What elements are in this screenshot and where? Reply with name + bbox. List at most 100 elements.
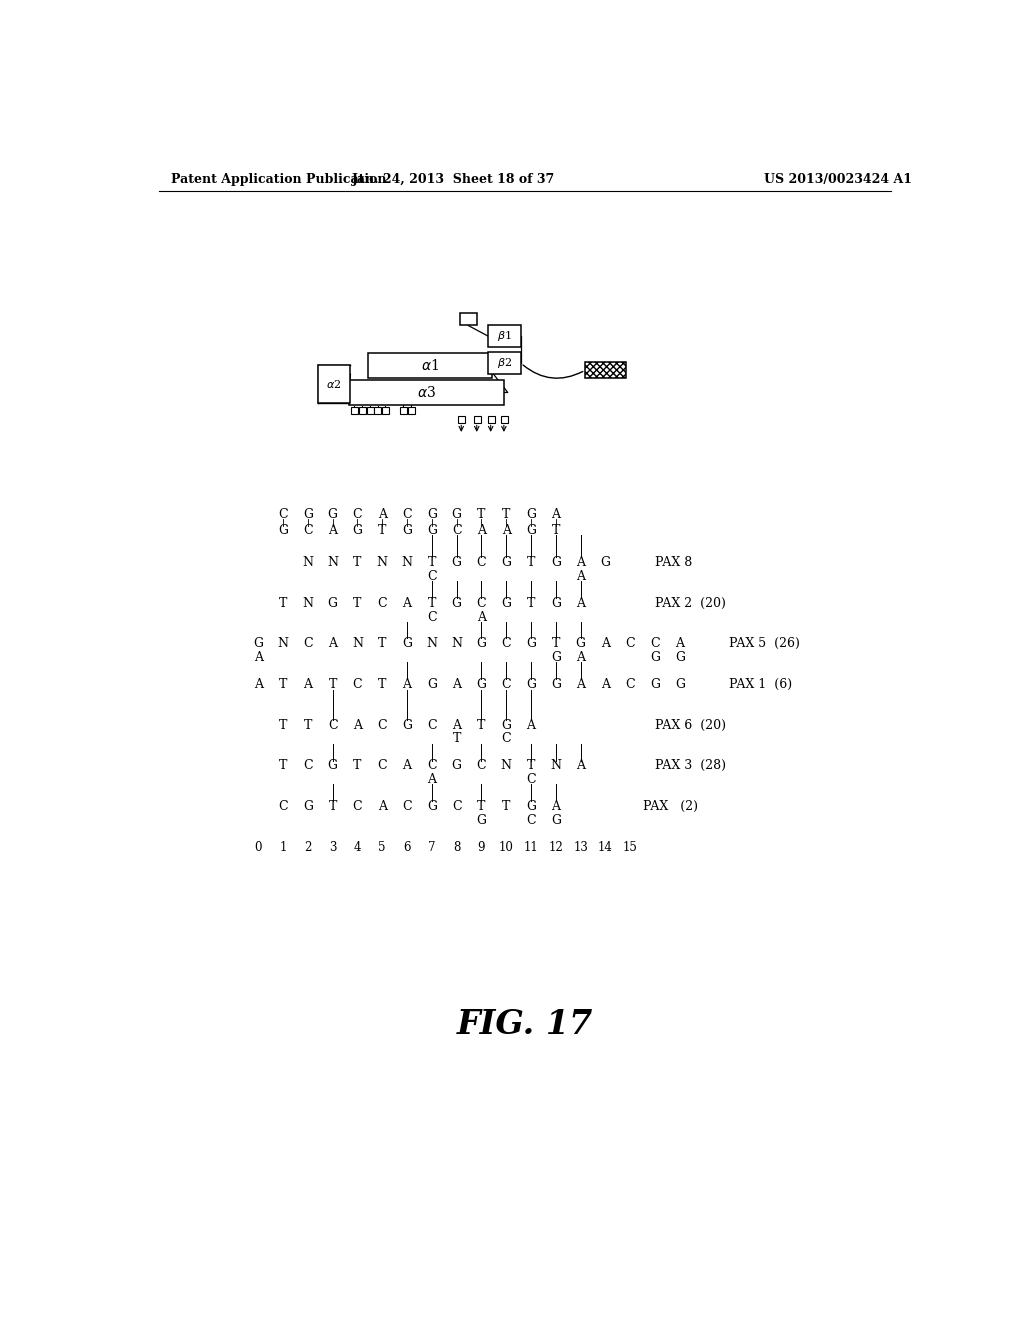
Text: C: C xyxy=(303,638,312,649)
Text: T: T xyxy=(552,524,560,537)
Text: A: A xyxy=(601,677,610,690)
Bar xyxy=(375,407,381,414)
Text: C: C xyxy=(378,759,387,772)
Bar xyxy=(382,407,389,414)
Text: $\alpha$1: $\alpha$1 xyxy=(421,358,439,374)
Text: T: T xyxy=(502,508,510,520)
Text: T: T xyxy=(502,800,510,813)
Text: 9: 9 xyxy=(477,841,485,854)
Text: G: G xyxy=(501,556,511,569)
Text: A: A xyxy=(577,597,585,610)
Text: G: G xyxy=(303,508,312,520)
Text: T: T xyxy=(353,759,361,772)
Text: A: A xyxy=(577,556,585,569)
Text: N: N xyxy=(302,556,313,569)
Text: C: C xyxy=(476,556,486,569)
Text: T: T xyxy=(453,733,461,746)
Text: N: N xyxy=(302,597,313,610)
Text: G: G xyxy=(476,677,486,690)
Text: 5: 5 xyxy=(379,841,386,854)
Text: N: N xyxy=(352,638,362,649)
Text: T: T xyxy=(428,597,436,610)
Text: A: A xyxy=(551,508,560,520)
Text: C: C xyxy=(427,759,436,772)
Text: G: G xyxy=(526,800,536,813)
Text: A: A xyxy=(328,524,337,537)
Text: C: C xyxy=(352,508,362,520)
Text: C: C xyxy=(626,638,635,649)
Text: G: G xyxy=(476,638,486,649)
Text: 0: 0 xyxy=(254,841,262,854)
Bar xyxy=(501,416,508,422)
Text: N: N xyxy=(501,759,512,772)
Text: Patent Application Publication: Patent Application Publication xyxy=(171,173,386,186)
Text: G: G xyxy=(650,677,660,690)
Text: G: G xyxy=(551,651,561,664)
Text: N: N xyxy=(278,638,289,649)
Text: T: T xyxy=(378,677,386,690)
Text: G: G xyxy=(402,718,412,731)
Text: C: C xyxy=(476,759,486,772)
Text: G: G xyxy=(278,524,288,537)
Text: PAX 8: PAX 8 xyxy=(655,556,692,569)
Text: G: G xyxy=(675,651,685,664)
Text: $\alpha$3: $\alpha$3 xyxy=(417,385,436,400)
Text: A: A xyxy=(502,524,511,537)
Text: T: T xyxy=(279,677,287,690)
Text: G: G xyxy=(328,597,338,610)
Text: C: C xyxy=(476,597,486,610)
Text: A: A xyxy=(577,677,585,690)
Text: G: G xyxy=(328,508,338,520)
Text: 12: 12 xyxy=(549,841,563,854)
Text: T: T xyxy=(552,638,560,649)
Text: G: G xyxy=(427,677,437,690)
Text: N: N xyxy=(452,638,462,649)
Text: C: C xyxy=(626,677,635,690)
Text: T: T xyxy=(279,759,287,772)
Text: C: C xyxy=(279,800,288,813)
Text: A: A xyxy=(551,800,560,813)
Text: FIG. 17: FIG. 17 xyxy=(457,1008,593,1041)
Text: N: N xyxy=(401,556,413,569)
Text: T: T xyxy=(353,556,361,569)
Text: G: G xyxy=(402,638,412,649)
Text: T: T xyxy=(303,718,312,731)
Text: C: C xyxy=(352,800,362,813)
Text: A: A xyxy=(402,677,412,690)
Text: G: G xyxy=(526,524,536,537)
Text: C: C xyxy=(452,800,462,813)
Text: T: T xyxy=(279,718,287,731)
Text: A: A xyxy=(328,638,337,649)
Text: C: C xyxy=(526,814,536,828)
Text: C: C xyxy=(279,508,288,520)
Text: 11: 11 xyxy=(523,841,539,854)
Text: A: A xyxy=(477,524,486,537)
Text: C: C xyxy=(378,718,387,731)
Text: 4: 4 xyxy=(353,841,361,854)
Text: G: G xyxy=(452,556,462,569)
Text: G: G xyxy=(501,718,511,731)
Text: T: T xyxy=(428,556,436,569)
Text: T: T xyxy=(477,718,485,731)
Text: G: G xyxy=(352,524,362,537)
Bar xyxy=(487,416,495,422)
Text: A: A xyxy=(526,718,536,731)
Text: C: C xyxy=(502,733,511,746)
Text: A: A xyxy=(453,677,461,690)
Text: N: N xyxy=(327,556,338,569)
Text: T: T xyxy=(353,597,361,610)
Text: PAX 5  (26): PAX 5 (26) xyxy=(729,638,801,649)
Bar xyxy=(400,407,407,414)
Text: C: C xyxy=(427,570,436,583)
Text: 15: 15 xyxy=(623,841,638,854)
Text: C: C xyxy=(502,677,511,690)
Text: G: G xyxy=(402,524,412,537)
Text: A: A xyxy=(402,759,412,772)
Bar xyxy=(317,364,350,404)
Bar xyxy=(474,416,480,422)
Text: A: A xyxy=(675,638,684,649)
Text: A: A xyxy=(303,677,312,690)
Text: G: G xyxy=(253,638,263,649)
Text: PAX 1  (6): PAX 1 (6) xyxy=(729,677,793,690)
Text: G: G xyxy=(675,677,685,690)
